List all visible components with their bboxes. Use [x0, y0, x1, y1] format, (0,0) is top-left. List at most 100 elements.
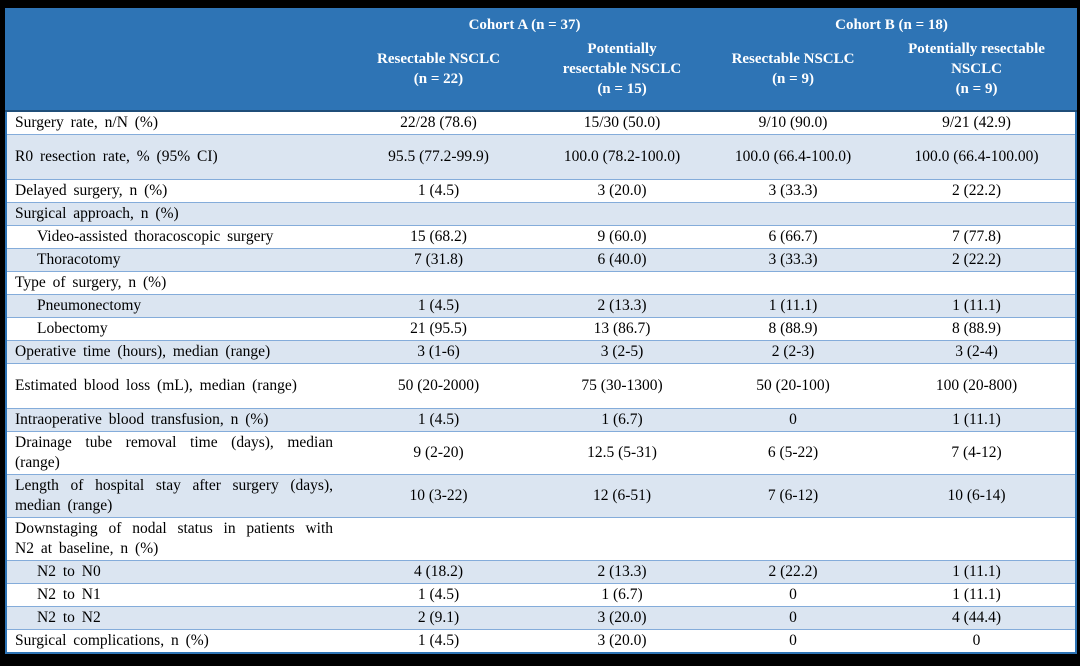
- cell-value: 0: [789, 586, 797, 603]
- row-label: Delayed surgery, n (%): [15, 182, 168, 199]
- cell-value: [536, 203, 708, 226]
- cell-value: 75 (30-1300): [581, 377, 663, 394]
- table-row: Thoracotomy 7 (31.8) 6 (40.0) 3 (33.3) 2 (22…: [6, 248, 1077, 272]
- cell-value: 1 (4.5): [417, 411, 460, 428]
- cell-value: 3 (2-5): [600, 343, 644, 360]
- cell-value: 3 (1-6): [417, 343, 460, 360]
- cell-value: 1 (11.1): [952, 411, 1001, 428]
- cell-value: 3 (33.3): [768, 182, 818, 199]
- table-row: Video-assisted thoracoscopic surgery 15 (…: [6, 225, 1077, 249]
- cell-value: 9 (60.0): [597, 228, 647, 245]
- cell-value: [878, 203, 1076, 226]
- cell-value: 7 (6-12): [767, 487, 819, 504]
- cell-value: 0: [789, 411, 797, 428]
- cell-value: [708, 518, 878, 561]
- cell-value: 6 (66.7): [768, 228, 818, 245]
- cell-value: 2 (2-3): [771, 343, 815, 360]
- table-row: Surgery rate, n/N (%) 22/28 (78.6) 15/30 (…: [6, 111, 1076, 135]
- table-row: Pneumonectomy 1 (4.5) 2 (13.3) 1 (11.1) 1 (1…: [6, 294, 1077, 318]
- cell-value: 2 (22.2): [951, 182, 1002, 199]
- surgical-outcomes-table: Cohort A (n = 37) Cohort B (n = 18) Rese…: [5, 8, 1078, 654]
- cell-value: 1 (11.1): [952, 586, 1001, 603]
- row-label: Intraoperative blood transfusion, n (%): [15, 411, 269, 428]
- cell-value: 3 (2-4): [955, 343, 998, 360]
- table-row: Operative time (hours), median (range) 3 …: [6, 340, 1077, 364]
- cell-value: 100.0 (66.4-100.0): [734, 148, 852, 165]
- cell-value: 100.0 (66.4-100.00): [914, 148, 1039, 165]
- table-row: N2 to N1 1 (4.5) 1 (6.7) 0 1 (11.1): [6, 583, 1077, 607]
- table-row: R0 resection rate, % (95% CI) 95.5 (77.2-…: [6, 134, 1077, 180]
- table-row: N2 to N0 4 (18.2) 2 (13.3) 2 (22.2) 1 (11.1): [6, 560, 1077, 584]
- table-header: Cohort A (n = 37) Cohort B (n = 18) Rese…: [6, 9, 1077, 111]
- cell-value: [341, 272, 536, 295]
- cohort-group-row: Cohort A (n = 37) Cohort B (n = 18): [6, 9, 1077, 35]
- row-label: N2 to N2: [37, 609, 101, 626]
- row-label: Pneumonectomy: [37, 297, 142, 314]
- cell-value: 3 (20.0): [597, 609, 647, 626]
- cell-value: 10 (6-14): [947, 487, 1006, 504]
- cell-value: 15 (68.2): [410, 228, 467, 245]
- cell-value: 3 (20.0): [597, 182, 647, 199]
- cell-value: 7 (31.8): [413, 251, 464, 268]
- cell-value: 2 (22.2): [951, 251, 1002, 268]
- cell-value: 1 (11.1): [952, 297, 1001, 314]
- row-label: Video-assisted thoracoscopic surgery: [37, 228, 274, 245]
- column-header-cohort-a-resectable: Resectable NSCLC (n = 22): [341, 35, 536, 111]
- cell-value: 95.5 (77.2-99.9): [388, 148, 489, 165]
- cell-value: 6 (40.0): [597, 251, 647, 268]
- cell-value: 21 (95.5): [410, 320, 467, 337]
- cell-value: 3 (20.0): [597, 632, 647, 649]
- corner-cell: [6, 9, 341, 35]
- subheader-row: Resectable NSCLC (n = 22) Potentially re…: [6, 35, 1077, 111]
- cell-value: 0: [789, 609, 797, 626]
- cell-value: 6 (5-22): [767, 444, 819, 461]
- cell-value: 1 (11.1): [768, 297, 818, 314]
- table-row: Downstaging of nodal status in patients …: [6, 517, 1077, 561]
- cell-value: 2 (13.3): [597, 563, 647, 580]
- cell-value: [878, 272, 1076, 295]
- corner-cell: [6, 35, 341, 111]
- row-label: Drainage tube removal time (days), media…: [15, 434, 333, 471]
- cell-value: 7 (77.8): [951, 228, 1002, 245]
- row-label: Length of hospital stay after surgery (d…: [15, 477, 333, 514]
- table-row: Delayed surgery, n (%) 1 (4.5) 3 (20.0) 3 (…: [6, 179, 1077, 203]
- cell-value: 0: [972, 632, 981, 649]
- cell-value: [536, 272, 708, 295]
- cell-value: [341, 518, 536, 561]
- cell-value: [708, 272, 878, 295]
- row-label: Surgery rate, n/N (%): [15, 114, 159, 131]
- cell-value: 0: [789, 632, 797, 649]
- cell-value: 22/28 (78.6): [400, 114, 477, 131]
- row-label: Surgical approach, n (%): [15, 205, 179, 222]
- cell-value: 15/30 (50.0): [583, 114, 661, 131]
- cell-value: 1 (4.5): [417, 297, 460, 314]
- cell-value: 1 (4.5): [417, 182, 460, 199]
- cell-value: 4 (18.2): [413, 563, 464, 580]
- cohort-a-header: Cohort A (n = 37): [341, 9, 709, 35]
- cell-value: 13 (86.7): [593, 320, 651, 337]
- column-header-cohort-a-potentially-resectable: Potentially resectable NSCLC (n = 15): [536, 35, 709, 111]
- cell-value: [341, 203, 536, 226]
- cell-value: 4 (44.4): [951, 609, 1002, 626]
- row-label: Thoracotomy: [37, 251, 121, 268]
- column-header-cohort-b-resectable: Resectable NSCLC (n = 9): [708, 35, 879, 111]
- table-row: Estimated blood loss (mL), median (range…: [6, 363, 1077, 409]
- table-row: Lobectomy 21 (95.5) 13 (86.7) 8 (88.9) 8 (88…: [6, 317, 1077, 341]
- cell-value: 2 (13.3): [597, 297, 647, 314]
- table-row: Drainage tube removal time (days), media…: [6, 431, 1077, 475]
- cell-value: 50 (20-2000): [397, 377, 480, 394]
- cell-value: 12.5 (5-31): [587, 444, 657, 461]
- row-label: Type of surgery, n (%): [15, 274, 167, 291]
- table-row: Length of hospital stay after surgery (d…: [6, 474, 1077, 518]
- row-label: Lobectomy: [37, 320, 108, 337]
- table-row: N2 to N2 2 (9.1) 3 (20.0) 0 4 (44.4): [6, 606, 1077, 630]
- cell-value: 7 (4-12): [951, 444, 1002, 461]
- cell-value: 1 (6.7): [601, 586, 643, 603]
- cell-value: 9/21 (42.9): [942, 114, 1011, 131]
- cell-value: 2 (22.2): [768, 563, 818, 580]
- row-label: Surgical complications, n (%): [15, 632, 209, 649]
- cell-value: 9 (2-20): [413, 444, 464, 461]
- row-label: Operative time (hours), median (range): [15, 343, 271, 360]
- row-label: N2 to N1: [37, 586, 101, 603]
